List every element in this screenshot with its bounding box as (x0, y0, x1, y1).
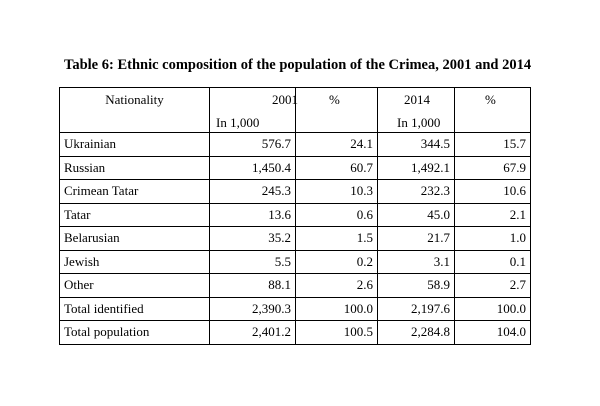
cell-2001-percent: 100.5 (295, 320, 378, 345)
table-row: Ukrainian 576.7 24.1 344.5 15.7 (59, 132, 531, 157)
cell-2014-value: 1,492.1 (377, 155, 455, 180)
table-row: Belarusian 35.2 1.5 21.7 1.0 (59, 226, 531, 251)
cell-2001-value: 13.6 (209, 202, 296, 227)
cell-2001-percent: 0.6 (295, 202, 378, 227)
cell-2014-percent: 10.6 (454, 179, 531, 204)
header-row: Nationality 2001 In 1,000 % 2014 In 1,00… (59, 87, 531, 133)
header-2001-unit: In 1,000 (216, 115, 260, 130)
cell-nationality: Total identified (59, 296, 210, 321)
cell-2014-value: 3.1 (377, 249, 455, 274)
cell-2001-percent: 100.0 (295, 296, 378, 321)
cell-2001-value: 35.2 (209, 226, 296, 251)
cell-2001-value: 2,401.2 (209, 320, 296, 345)
cell-2001-value: 245.3 (209, 179, 296, 204)
table-row: Russian 1,450.4 60.7 1,492.1 67.9 (59, 155, 531, 180)
cell-2001-percent: 2.6 (295, 273, 378, 298)
cell-2014-percent: 2.1 (454, 202, 531, 227)
cell-2014-value: 58.9 (377, 273, 455, 298)
cell-2001-percent: 10.3 (295, 179, 378, 204)
cell-2001-value: 88.1 (209, 273, 296, 298)
header-2014-year: 2014 (404, 92, 430, 107)
table-row: Total identified 2,390.3 100.0 2,197.6 100.0 (59, 296, 531, 321)
cell-2014-percent: 100.0 (454, 296, 531, 321)
header-2014-unit: In 1,000 (397, 115, 441, 130)
cell-2014-percent: 15.7 (454, 132, 531, 157)
cell-2014-percent: 0.1 (454, 249, 531, 274)
cell-2014-value: 45.0 (377, 202, 455, 227)
cell-2014-value: 21.7 (377, 226, 455, 251)
header-pct-2014: % (454, 87, 531, 133)
cell-nationality: Ukrainian (59, 132, 210, 157)
header-nationality: Nationality (59, 87, 210, 133)
cell-2014-value: 2,284.8 (377, 320, 455, 345)
cell-2001-percent: 1.5 (295, 226, 378, 251)
cell-2001-value: 5.5 (209, 249, 296, 274)
ethnic-composition-table: Nationality 2001 In 1,000 % 2014 In 1,00… (59, 87, 531, 345)
cell-2001-value: 1,450.4 (209, 155, 296, 180)
cell-2014-percent: 104.0 (454, 320, 531, 345)
table-row: Other 88.1 2.6 58.9 2.7 (59, 273, 531, 298)
cell-2014-value: 344.5 (377, 132, 455, 157)
cell-2001-value: 2,390.3 (209, 296, 296, 321)
header-2001: 2001 In 1,000 (209, 87, 298, 133)
header-2014: 2014 In 1,000 (377, 87, 455, 133)
cell-nationality: Belarusian (59, 226, 210, 251)
table-title: Table 6: Ethnic composition of the popul… (64, 57, 532, 73)
table-row: Jewish 5.5 0.2 3.1 0.1 (59, 249, 531, 274)
cell-2014-percent: 67.9 (454, 155, 531, 180)
table-row: Crimean Tatar 245.3 10.3 232.3 10.6 (59, 179, 531, 204)
cell-2014-percent: 2.7 (454, 273, 531, 298)
cell-nationality: Russian (59, 155, 210, 180)
cell-nationality: Jewish (59, 249, 210, 274)
cell-2014-value: 232.3 (377, 179, 455, 204)
table-row: Tatar 13.6 0.6 45.0 2.1 (59, 202, 531, 227)
cell-2014-percent: 1.0 (454, 226, 531, 251)
cell-nationality: Crimean Tatar (59, 179, 210, 204)
cell-2014-value: 2,197.6 (377, 296, 455, 321)
header-2001-year: 2001 (272, 92, 298, 107)
cell-nationality: Total population (59, 320, 210, 345)
header-pct-2001: % (295, 87, 378, 133)
cell-nationality: Tatar (59, 202, 210, 227)
table-row: Total population 2,401.2 100.5 2,284.8 104.0 (59, 320, 531, 345)
cell-2001-value: 576.7 (209, 132, 296, 157)
cell-nationality: Other (59, 273, 210, 298)
cell-2001-percent: 0.2 (295, 249, 378, 274)
cell-2001-percent: 60.7 (295, 155, 378, 180)
cell-2001-percent: 24.1 (295, 132, 378, 157)
